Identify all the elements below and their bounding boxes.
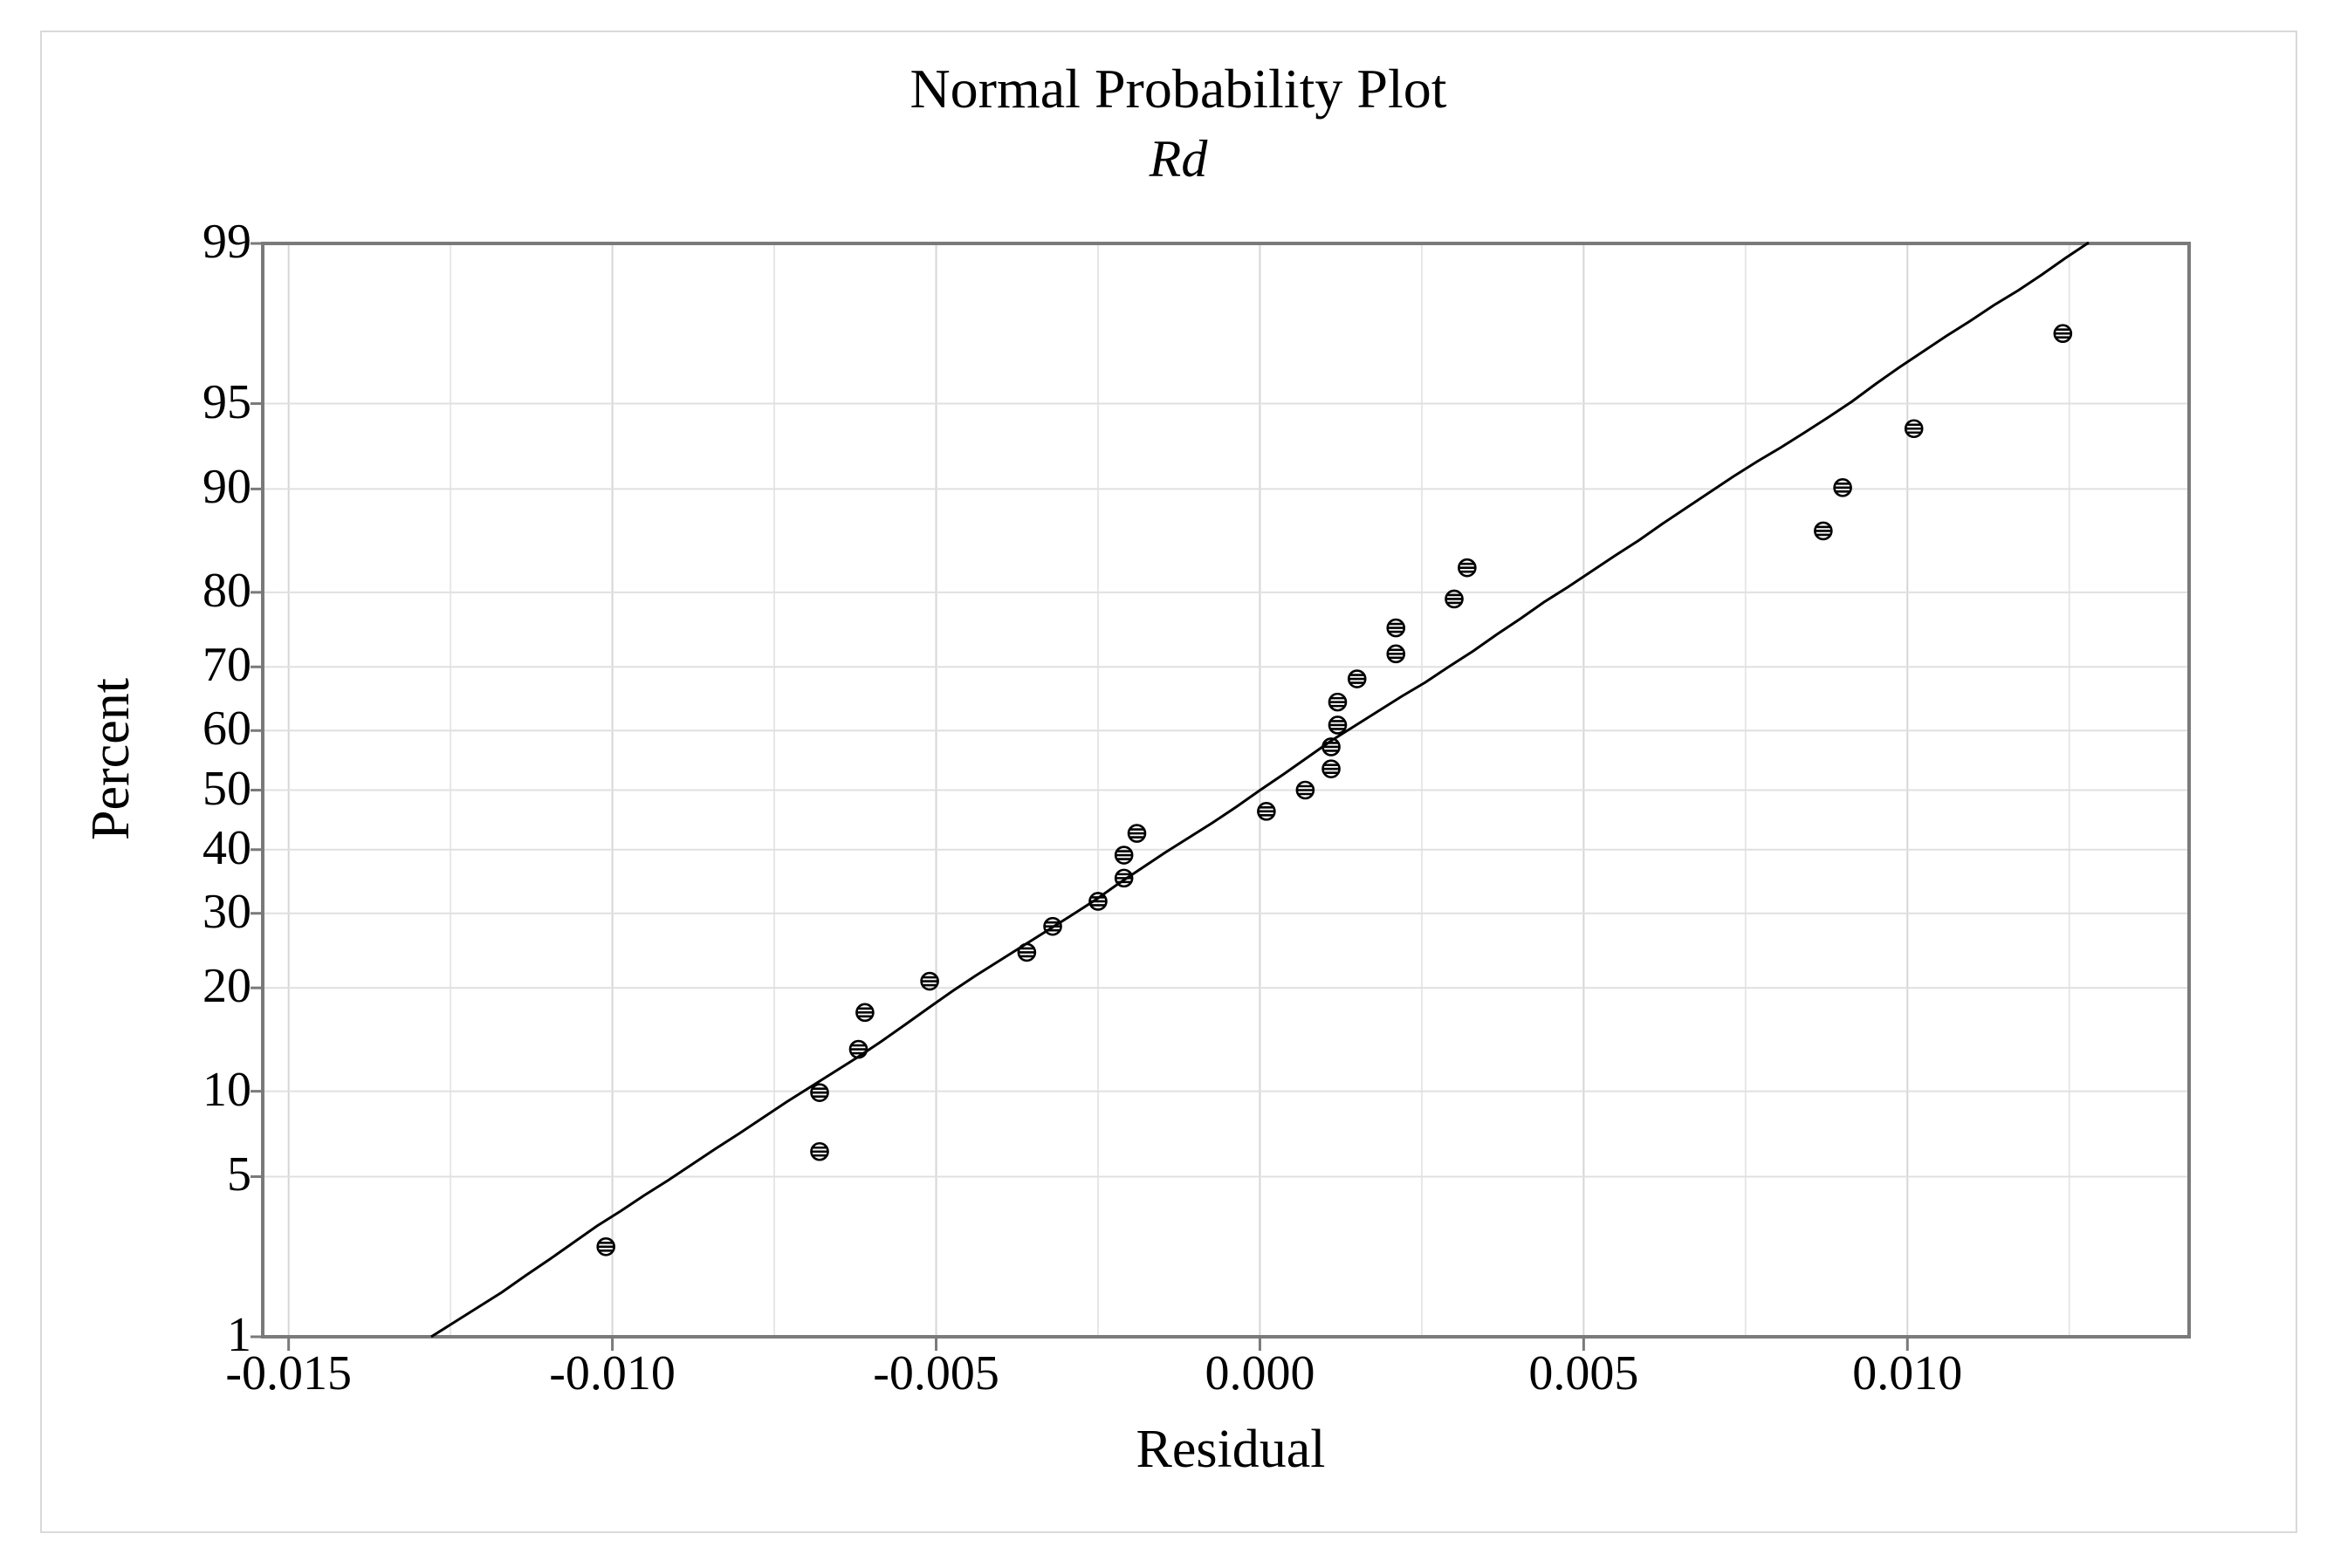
data-point-marker — [596, 1236, 615, 1256]
fit-line — [430, 241, 2090, 1339]
data-point-marker — [1321, 737, 1341, 757]
data-point-marker — [1043, 916, 1062, 936]
data-point-marker — [1257, 802, 1276, 821]
data-point-marker — [1088, 892, 1108, 911]
x-tick-label: -0.010 — [549, 1346, 676, 1400]
axis-ticks — [251, 242, 1909, 1351]
y-tick-label: 50 — [202, 761, 251, 816]
y-tick-label: 1 — [227, 1308, 251, 1362]
data-point-marker — [855, 1003, 875, 1023]
data-point-marker — [1814, 521, 1833, 541]
data-point-marker — [1114, 868, 1134, 888]
y-tick-label: 5 — [227, 1147, 251, 1202]
data-points — [596, 324, 2073, 1256]
minor-gridlines — [450, 243, 2070, 1337]
data-point-marker — [1114, 846, 1134, 865]
data-point-marker — [1833, 478, 1852, 497]
data-point-marker — [1458, 558, 1477, 578]
y-tick-label: 20 — [202, 959, 251, 1014]
x-tick-label: 0.005 — [1528, 1346, 1639, 1400]
x-tick-label: -0.005 — [873, 1346, 999, 1400]
page-border — [40, 31, 2297, 1533]
y-tick-label: 40 — [202, 820, 251, 875]
data-point-marker — [1445, 589, 1464, 609]
x-axis-title: Residual — [1136, 1420, 1326, 1479]
y-tick-label: 70 — [202, 638, 251, 693]
chart-title: Normal Probability Plot — [910, 58, 1447, 120]
data-point-marker — [1328, 692, 1348, 712]
data-point-marker — [920, 971, 939, 991]
y-tick-label: 10 — [202, 1062, 251, 1117]
data-point-marker — [1386, 618, 1406, 638]
data-point-marker — [2053, 324, 2073, 344]
data-point-marker — [1904, 419, 1924, 439]
data-point-marker — [848, 1039, 868, 1059]
y-tick-label: 80 — [202, 563, 251, 618]
data-point-marker — [1347, 669, 1367, 688]
data-point-marker — [1295, 780, 1315, 800]
x-tick-label: 0.000 — [1205, 1346, 1315, 1400]
y-tick-label: 30 — [202, 884, 251, 939]
data-point-marker — [1328, 716, 1348, 735]
y-tick-label: 60 — [202, 702, 251, 757]
y-tick-label: 99 — [202, 215, 251, 269]
chart-subtitle: Rd — [1149, 130, 1208, 188]
data-point-marker — [1017, 942, 1037, 962]
y-tick-label: 90 — [202, 460, 251, 515]
x-tick-label: -0.015 — [225, 1346, 352, 1400]
x-tick-label: 0.010 — [1852, 1346, 1963, 1400]
y-axis-title: Percent — [81, 678, 141, 840]
data-point-marker — [810, 1083, 829, 1102]
y-tick-label: 95 — [202, 374, 251, 429]
horizontal-gridlines — [263, 402, 2189, 1178]
plot-frame — [261, 242, 2191, 1339]
data-point-marker — [1386, 644, 1406, 664]
data-point-marker — [1127, 824, 1147, 843]
data-point-marker — [810, 1141, 829, 1161]
data-point-marker — [1321, 759, 1341, 778]
